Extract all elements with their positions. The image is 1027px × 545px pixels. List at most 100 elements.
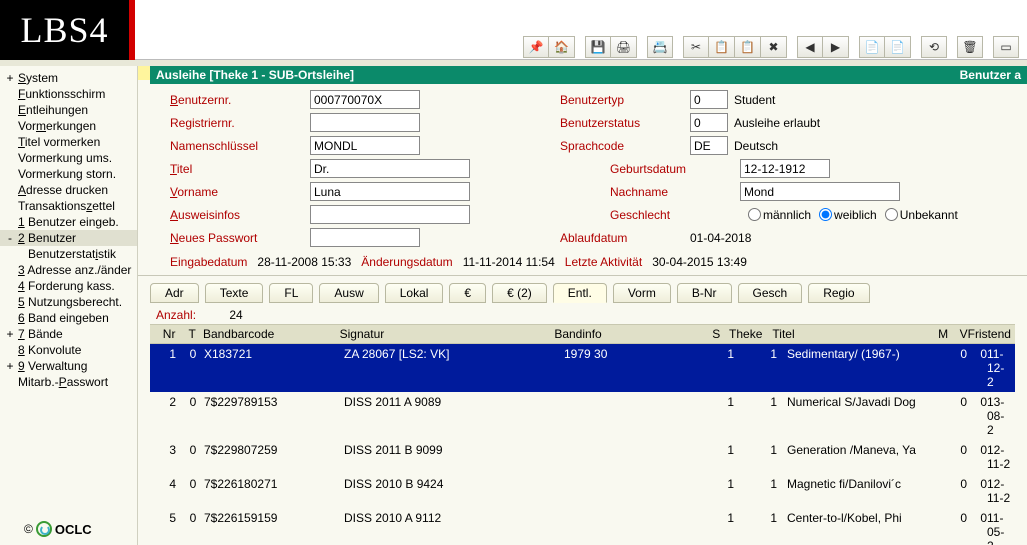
toolbar-button[interactable]: 📄 xyxy=(859,36,885,58)
cell: 0 xyxy=(947,395,967,437)
tab-bnr[interactable]: B-Nr xyxy=(677,283,732,303)
section-title: Ausleihe [Theke 1 - SUB-Ortsleihe] xyxy=(156,68,354,82)
toolbar-button[interactable]: ▭ xyxy=(993,36,1019,58)
sidebar-item[interactable]: Adresse drucken xyxy=(0,182,137,198)
tab-adr[interactable]: Adr xyxy=(150,283,199,303)
text-input[interactable] xyxy=(310,136,420,155)
text-input[interactable] xyxy=(310,205,470,224)
sidebar-item-label: 5 Nutzungsberecht. xyxy=(16,295,122,309)
toolbar-button[interactable]: 📌 xyxy=(523,36,549,58)
text-input[interactable] xyxy=(310,228,420,247)
column-header[interactable]: M xyxy=(929,327,949,341)
column-header[interactable]: Nr xyxy=(154,327,181,341)
column-header[interactable]: Bandbarcode xyxy=(203,327,340,341)
column-header[interactable]: Fristend xyxy=(968,327,1011,341)
tab-texte[interactable]: Texte xyxy=(205,283,264,303)
text-input[interactable] xyxy=(310,113,420,132)
toolbar-button[interactable]: ◀ xyxy=(797,36,823,58)
field-label: Vorname xyxy=(170,185,310,199)
sidebar-item[interactable]: Entleihungen xyxy=(0,102,137,118)
tab-fl[interactable]: FL xyxy=(269,283,313,303)
sidebar-item[interactable]: Benutzerstatistik xyxy=(0,246,137,262)
table-row[interactable]: 407$226180271DISS 2010 B 942411Magnetic … xyxy=(150,474,1015,508)
sidebar-item[interactable]: Vormerkung storn. xyxy=(0,166,137,182)
date-value: 30-04-2015 13:49 xyxy=(652,255,747,269)
column-header[interactable]: S xyxy=(701,327,729,341)
tab-lokal[interactable]: Lokal xyxy=(385,283,444,303)
field-after-text: Deutsch xyxy=(734,139,778,153)
toolbar-button[interactable]: 📋 xyxy=(735,36,761,58)
sidebar-item[interactable]: +9 Verwaltung xyxy=(0,358,137,374)
table-row[interactable]: 507$226159159DISS 2010 A 911211Center-to… xyxy=(150,508,1015,545)
tab-gesch[interactable]: Gesch xyxy=(738,283,803,303)
toolbar-button[interactable]: ✂ xyxy=(683,36,709,58)
column-header[interactable]: Titel xyxy=(772,327,928,341)
sidebar-item[interactable]: 4 Forderung kass. xyxy=(0,278,137,294)
text-input[interactable] xyxy=(310,182,470,201)
sidebar-item[interactable]: Transaktionszettel xyxy=(0,198,137,214)
section-header: Ausleihe [Theke 1 - SUB-Ortsleihe] Benut… xyxy=(150,66,1027,84)
sidebar-item[interactable]: Vormerkung ums. xyxy=(0,150,137,166)
text-input[interactable] xyxy=(690,113,728,132)
tab-[interactable]: € xyxy=(449,283,486,303)
sidebar-item-label: Vormerkungen xyxy=(16,119,96,133)
toolbar-button[interactable]: 🏠 xyxy=(549,36,575,58)
table-row[interactable]: 10X183721ZA 28067 [LS2: VK]1979 3011Sedi… xyxy=(150,344,1015,392)
toolbar-button[interactable]: ✖ xyxy=(761,36,787,58)
toolbar-button[interactable]: 📇 xyxy=(647,36,673,58)
toolbar-button[interactable]: 📄 xyxy=(885,36,911,58)
tab-regio[interactable]: Regio xyxy=(808,283,869,303)
radio-weiblich[interactable] xyxy=(819,208,832,221)
table-row[interactable]: 207$229789153DISS 2011 A 908911Numerical… xyxy=(150,392,1015,440)
text-input[interactable] xyxy=(740,182,900,201)
sidebar-item[interactable]: 5 Nutzungsberecht. xyxy=(0,294,137,310)
toolbar-button[interactable]: ⟲ xyxy=(921,36,947,58)
text-input[interactable] xyxy=(690,136,728,155)
text-input[interactable] xyxy=(310,159,470,178)
tab-entl[interactable]: Entl. xyxy=(553,283,607,303)
sidebar-item[interactable]: -2 Benutzer xyxy=(0,230,137,246)
sidebar-item[interactable]: +System xyxy=(0,70,137,86)
cell: 1 xyxy=(742,443,787,471)
tab-vorm[interactable]: Vorm xyxy=(613,283,671,303)
text-input[interactable] xyxy=(690,90,728,109)
column-header[interactable]: Bandinfo xyxy=(554,327,700,341)
tab-2[interactable]: € (2) xyxy=(492,283,547,303)
column-header[interactable]: Signatur xyxy=(340,327,555,341)
sidebar-item[interactable]: 3 Adresse anz./änder xyxy=(0,262,137,278)
text-input[interactable] xyxy=(310,90,420,109)
cell: 5 xyxy=(154,511,182,545)
count-label: Anzahl: xyxy=(156,308,196,322)
toolbar-button[interactable]: ▶ xyxy=(823,36,849,58)
sidebar-item[interactable]: +7 Bände xyxy=(0,326,137,342)
radio-Unbekannt[interactable] xyxy=(885,208,898,221)
column-header[interactable]: Theke xyxy=(728,327,772,341)
tab-bar: Adr TexteFL Ausw Lokal€ € (2) Entl. Vorm B-Nr Ge… xyxy=(138,275,1027,302)
column-header[interactable]: V xyxy=(948,327,968,341)
toolbar-button[interactable]: 🖨 xyxy=(611,36,637,58)
tab-ausw[interactable]: Ausw xyxy=(319,283,378,303)
cell: 0 xyxy=(947,511,967,545)
table-row[interactable]: 307$229807259DISS 2011 B 909911Generatio… xyxy=(150,440,1015,474)
sidebar-item-label: 3 Adresse anz./änder xyxy=(16,263,131,277)
toolbar-button[interactable]: 💾 xyxy=(585,36,611,58)
sidebar-item[interactable]: Mitarb.-Passwort xyxy=(0,374,137,390)
sidebar-item[interactable]: Funktionsschirm xyxy=(0,86,137,102)
cell: 1 xyxy=(714,511,742,545)
sidebar-item[interactable]: 6 Band eingeben xyxy=(0,310,137,326)
sidebar-item[interactable]: 8 Konvolute xyxy=(0,342,137,358)
cell: 1 xyxy=(742,395,787,437)
sidebar-item-label: 2 Benutzer xyxy=(16,231,76,245)
sidebar-item[interactable]: 1 Benutzer eingeb. xyxy=(0,214,137,230)
radio-männlich[interactable] xyxy=(748,208,761,221)
cell: 1 xyxy=(714,347,742,389)
date-value: 28-11-2008 15:33 xyxy=(257,255,351,269)
sidebar-item[interactable]: Vormerkungen xyxy=(0,118,137,134)
text-input[interactable] xyxy=(740,159,830,178)
toolbar-button[interactable]: 📋 xyxy=(709,36,735,58)
cell: Numerical S/Javadi Dog xyxy=(787,395,947,437)
column-header[interactable]: T xyxy=(181,327,202,341)
toolbar-button[interactable]: 🗑 xyxy=(957,36,983,58)
cell: 0 xyxy=(947,443,967,471)
sidebar-item[interactable]: Titel vormerken xyxy=(0,134,137,150)
